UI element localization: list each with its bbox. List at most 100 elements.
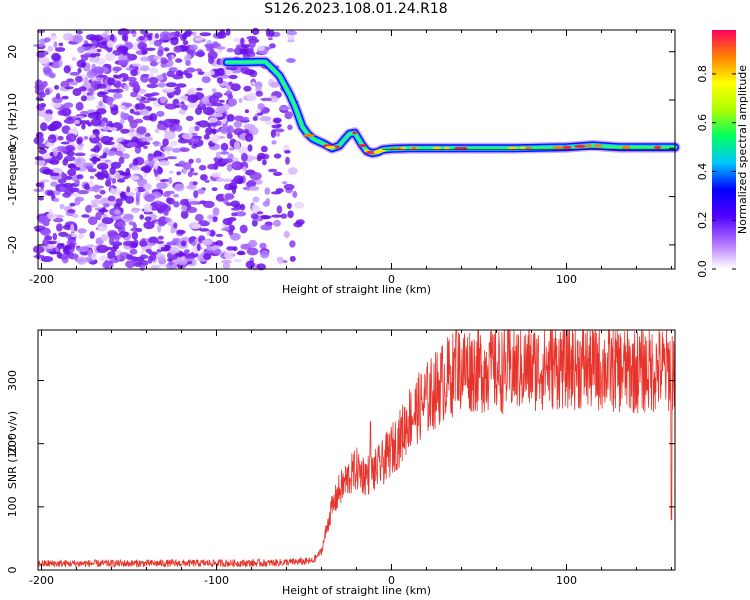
spectrogram-ytick-label: 20 [6,45,19,59]
noise-speckle [63,65,71,74]
noise-speckle [127,115,134,123]
noise-speckle [109,166,116,175]
noise-speckle [57,109,66,116]
noise-speckle [35,182,42,188]
noise-speckle [284,111,293,120]
noise-speckle [292,190,298,198]
spectrogram-xtick-label: 100 [556,273,577,286]
noise-speckle [153,55,164,60]
noise-speckle [221,158,233,164]
noise-speckle [54,47,66,52]
noise-speckle [271,140,277,145]
noise-speckle [76,138,82,145]
noise-speckle [65,175,73,180]
colorbar-tick-label: 0.4 [696,163,709,181]
spectrogram-ytick-label: -20 [6,236,19,254]
noise-speckle [52,232,58,241]
noise-speckle [115,250,122,255]
noise-speckle [226,218,232,226]
noise-speckle [241,152,248,162]
noise-speckle [176,83,187,88]
noise-speckle [167,54,173,61]
noise-speckle [91,252,97,261]
noise-speckle [54,85,60,90]
noise-speckle [89,134,96,139]
noise-speckle [60,141,71,145]
noise-speckle [187,101,199,109]
snr-panel: -200 -100 0 100 0 100 200 300 Height of straight… [6,328,676,597]
noise-speckle [74,161,82,167]
noise-speckle [125,260,135,269]
noise-speckle [150,92,160,96]
noise-speckle [222,262,231,270]
noise-speckle [212,92,223,99]
noise-speckle [249,47,254,55]
noise-speckle [48,208,53,215]
noise-speckle [101,32,108,38]
noise-speckle [251,219,258,227]
noise-speckle [131,165,141,171]
noise-speckle [260,97,273,102]
track-hotspot [524,146,532,150]
noise-speckle [173,45,182,53]
noise-speckle [239,224,248,234]
noise-speckle [197,71,205,75]
noise-speckle [233,141,241,150]
noise-speckle [139,240,148,247]
noise-speckle [156,182,168,190]
noise-speckle [181,95,189,99]
noise-speckle [75,30,83,35]
noise-speckle [181,205,188,212]
noise-speckle [114,209,121,215]
noise-speckle [32,245,45,254]
noise-speckle [138,259,149,267]
noise-speckle [87,48,98,55]
noise-speckle [123,213,134,220]
noise-speckle [212,64,223,68]
noise-speckle [189,44,198,51]
noise-speckle [75,75,83,83]
noise-speckle [66,78,75,83]
noise-speckle [167,258,173,262]
noise-speckle [74,179,80,185]
noise-speckle [180,210,189,219]
noise-speckle [158,160,170,166]
noise-speckle [103,174,109,179]
noise-speckle [287,124,293,131]
noise-speckle [272,117,282,124]
noise-speckle [174,183,185,192]
noise-speckle [250,213,259,220]
noise-speckle [211,102,224,107]
noise-speckle [226,125,234,134]
noise-speckle [110,107,119,116]
noise-speckle [51,148,58,152]
noise-speckle [199,228,210,232]
noise-speckle [166,156,178,160]
noise-speckle [176,229,186,235]
noise-speckle [131,207,141,212]
noise-speckle [231,162,237,167]
noise-speckle [166,70,175,78]
noise-speckle [121,34,127,41]
noise-speckle [77,165,88,172]
spectrogram-xaxis-label: Height of straight line (km) [282,283,431,296]
noise-speckle [119,256,126,260]
noise-speckle [240,37,245,46]
noise-speckle [192,172,199,176]
noise-speckle [173,222,178,229]
noise-speckle [83,183,91,190]
noise-speckle [147,153,154,162]
noise-speckle [218,99,225,103]
noise-speckle [245,260,255,269]
noise-speckle [206,218,214,223]
noise-speckle [40,122,48,132]
track-hotspot [595,144,603,148]
noise-speckle [271,191,282,195]
noise-speckle [80,95,87,102]
noise-speckle [251,27,260,35]
noise-speckle [77,190,89,195]
noise-speckle [69,81,78,86]
noise-speckle [279,105,290,111]
noise-speckle [224,193,235,200]
noise-speckle [191,181,198,186]
